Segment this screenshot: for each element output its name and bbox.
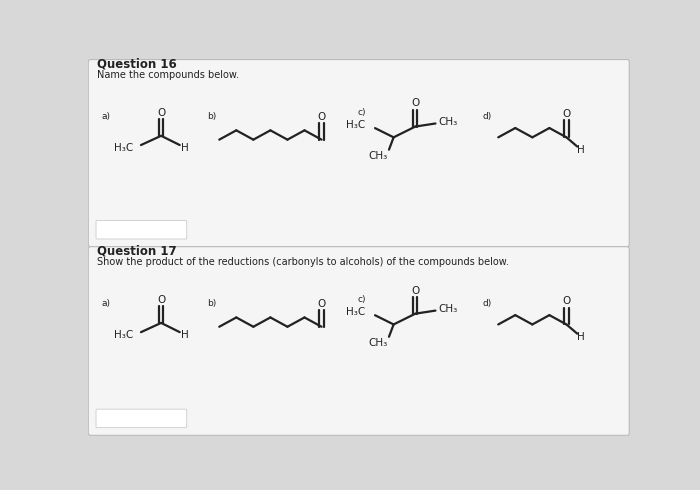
Text: CH₃: CH₃ (368, 338, 388, 348)
Text: O: O (157, 295, 165, 305)
Text: H: H (181, 143, 188, 153)
Text: O: O (157, 108, 165, 118)
Text: H: H (577, 145, 584, 155)
Text: d): d) (483, 299, 492, 308)
Text: Question 16: Question 16 (97, 58, 176, 71)
Text: O: O (317, 299, 326, 309)
Text: Question 17: Question 17 (97, 245, 176, 258)
Text: H₃C: H₃C (114, 330, 133, 340)
Text: O: O (411, 286, 419, 295)
Text: CH₃: CH₃ (439, 117, 458, 127)
Text: c): c) (357, 295, 365, 304)
Text: O: O (411, 98, 419, 108)
Text: H₃C: H₃C (346, 120, 365, 130)
FancyBboxPatch shape (88, 60, 629, 246)
Text: CH₃: CH₃ (439, 304, 458, 314)
Text: c): c) (357, 108, 365, 117)
Text: b): b) (208, 299, 217, 308)
Text: O: O (562, 296, 570, 306)
Text: H: H (181, 330, 188, 340)
Text: Show the product of the reductions (carbonyls to alcohols) of the compounds belo: Show the product of the reductions (carb… (97, 257, 509, 267)
Text: a): a) (102, 112, 111, 121)
Text: H₃C: H₃C (346, 307, 365, 317)
Text: H: H (577, 332, 584, 342)
Text: O: O (317, 112, 326, 122)
Text: b): b) (208, 112, 217, 121)
Text: CH₃: CH₃ (368, 151, 388, 161)
FancyBboxPatch shape (96, 220, 187, 239)
FancyBboxPatch shape (88, 246, 629, 435)
Text: d): d) (483, 112, 492, 121)
Text: H₃C: H₃C (114, 143, 133, 153)
Text: Name the compounds below.: Name the compounds below. (97, 70, 239, 80)
Text: a): a) (102, 299, 111, 308)
Text: O: O (562, 109, 570, 119)
FancyBboxPatch shape (96, 409, 187, 428)
